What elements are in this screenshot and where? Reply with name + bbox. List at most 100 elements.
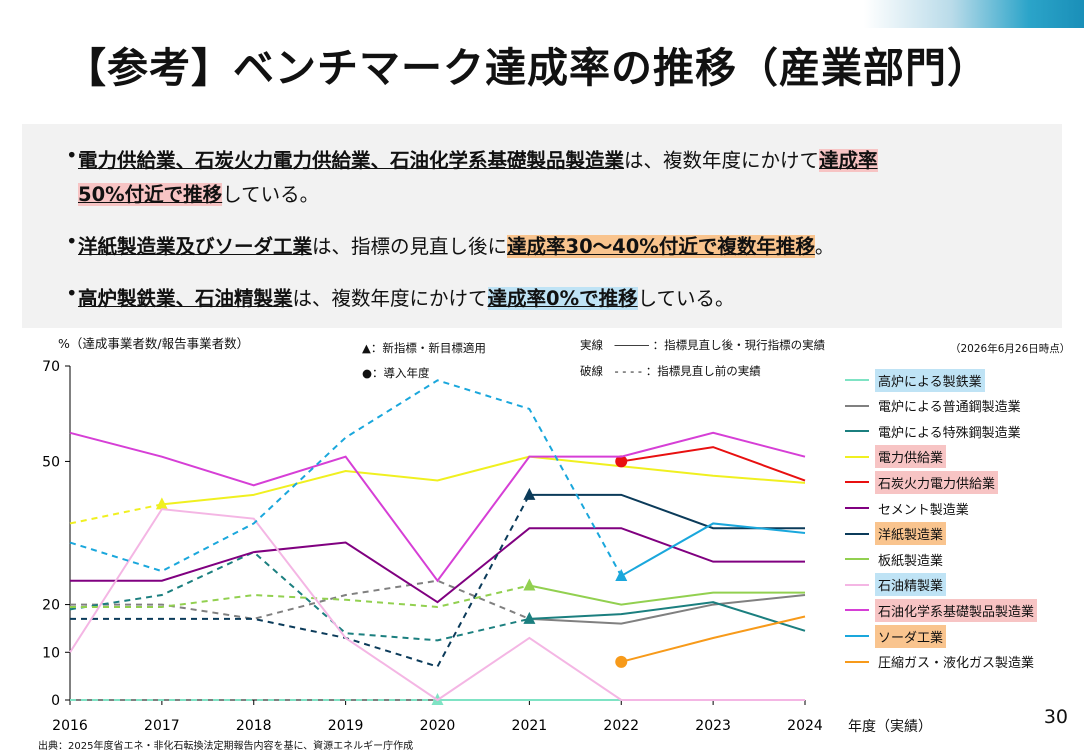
series-8-solid-line bbox=[69, 508, 805, 702]
legend-label: 電炉による特殊鋼製造業 bbox=[878, 425, 1021, 441]
legend-item: 洋紙製造業 bbox=[845, 522, 947, 546]
legend-item: ソーダ工業 bbox=[845, 624, 947, 648]
legend-label: 板紙製造業 bbox=[878, 553, 944, 569]
legend-swatch bbox=[845, 430, 869, 433]
header-decoration bbox=[864, 0, 1084, 28]
bullet-1-text: 電力供給業、石炭火力電力供給業、石油化学系基礎製品製造業は、複数年度にかけて達成… bbox=[78, 144, 878, 173]
x-tick-label: 2019 bbox=[328, 718, 364, 734]
note-solid: 実線 ――― ：指標見直し後・現行指標の実績 bbox=[580, 338, 826, 352]
bullet-1-part-0: 50%付近で推移 bbox=[78, 183, 223, 206]
legend-item: 圧縮ガス・液化ガス製造業 bbox=[845, 651, 1037, 673]
legend-label: セメント製造業 bbox=[878, 502, 969, 518]
legend-label: 石油精製業 bbox=[875, 573, 947, 597]
legend-item: 電炉による普通鋼製造業 bbox=[845, 395, 1024, 417]
legend-item: 高炉による製鉄業 bbox=[845, 368, 985, 392]
series-10-triangle-marker bbox=[615, 568, 628, 581]
legend-label: 石炭火力電力供給業 bbox=[875, 470, 999, 494]
note-intro-year: ●：導入年度 bbox=[362, 366, 430, 380]
summary-box: • 電力供給業、石炭火力電力供給業、石油化学系基礎製品製造業は、複数年度にかけて… bbox=[22, 124, 1062, 328]
legend-item: 板紙製造業 bbox=[845, 548, 946, 570]
legend-item: 石油化学系基礎製品製造業 bbox=[845, 598, 1038, 622]
legend-item: 電炉による特殊鋼製造業 bbox=[845, 420, 1024, 442]
legend-swatch bbox=[845, 583, 869, 586]
bullet-1-part-1: している。 bbox=[222, 183, 320, 206]
series-4-solid-line bbox=[621, 446, 806, 482]
legend-label: 電炉による普通鋼製造業 bbox=[878, 400, 1021, 416]
series-9-solid-line bbox=[69, 431, 806, 583]
bullet-2-part-0: 洋紙製造業及びソーダ工業 bbox=[78, 235, 313, 258]
y-tick-label: 0 bbox=[51, 693, 60, 709]
series-3-dashed-line bbox=[69, 503, 163, 525]
legend-item: 電力供給業 bbox=[845, 445, 947, 469]
legend-label: ソーダ工業 bbox=[875, 624, 947, 648]
bullet-dot: • bbox=[66, 282, 78, 305]
series-7-triangle-marker bbox=[523, 578, 536, 591]
page-title: 【参考】ベンチマーク達成率の推移（産業部門） bbox=[65, 44, 989, 92]
series-2-triangle-marker bbox=[523, 611, 536, 624]
legend-label: 圧縮ガス・液化ガス製造業 bbox=[878, 656, 1035, 672]
legend-swatch bbox=[845, 404, 869, 407]
bullet-3-part-0: 高炉製鉄業、石油精製業 bbox=[78, 287, 293, 310]
as-of-note: （2026年6月26日時点） bbox=[950, 343, 1071, 355]
series-2-solid-line bbox=[529, 601, 806, 632]
bullet-dot: • bbox=[66, 230, 78, 253]
legend-swatch bbox=[845, 660, 869, 663]
legend-swatch bbox=[845, 481, 869, 484]
legend-swatch bbox=[845, 379, 869, 381]
series-10-solid-line bbox=[620, 522, 806, 577]
bullet-0-part-2: 達成率 bbox=[819, 149, 878, 172]
y-tick-label: 10 bbox=[42, 645, 60, 661]
y-tick-label: 50 bbox=[42, 454, 60, 470]
series-10-dashed-line bbox=[69, 379, 623, 577]
series-2-dashed-line bbox=[69, 550, 530, 642]
x-axis-label: 年度（実績） bbox=[848, 719, 932, 735]
bullet-0-part-0: 電力供給業、石炭火力電力供給業、石油化学系基礎製品製造業 bbox=[78, 149, 625, 172]
bullet-2-part-3: 。 bbox=[814, 235, 835, 258]
legend-swatch bbox=[845, 532, 869, 535]
legend-swatch bbox=[845, 455, 869, 458]
legend-label: 石油化学系基礎製品製造業 bbox=[875, 598, 1038, 622]
series-1-dashed-line bbox=[70, 579, 530, 620]
bullet-1-cont-text: 50%付近で推移している。 bbox=[78, 178, 319, 207]
bullet-3-text: 高炉製鉄業、石油精製業は、複数年度にかけて達成率0%で推移している。 bbox=[78, 282, 735, 311]
y-axis-label: %（達成事業者数/報告事業者数） bbox=[58, 336, 250, 351]
bullet-3-part-3: している。 bbox=[637, 287, 735, 310]
x-tick-label: 2023 bbox=[695, 718, 731, 734]
legend-swatch bbox=[845, 609, 869, 612]
x-tick-label: 2022 bbox=[603, 718, 639, 734]
note-new-indicator: ▲：新指標・新目標適用 bbox=[362, 341, 486, 355]
bullet-0-part-1: は、複数年度にかけて bbox=[624, 149, 820, 172]
legend-label: 高炉による製鉄業 bbox=[875, 368, 985, 392]
legend-swatch bbox=[845, 507, 869, 509]
x-tick-label: 2016 bbox=[52, 718, 88, 734]
bullet-3-part-1: は、複数年度にかけて bbox=[292, 287, 488, 310]
bullet-2-part-2: 達成率30～40%付近で複数年推移 bbox=[507, 235, 815, 258]
bullet-2-text: 洋紙製造業及びソーダ工業は、指標の見直し後に達成率30～40%付近で複数年推移。 bbox=[78, 230, 834, 259]
legend-item: セメント製造業 bbox=[845, 497, 972, 519]
series-1-solid-line bbox=[529, 594, 806, 625]
source-note: 出典：2025年度省エネ・非化石転換法定期報告内容を基に、資源エネルギー庁作成 bbox=[38, 741, 414, 752]
series-3-triangle-marker bbox=[155, 497, 168, 510]
page-number: 30 bbox=[1043, 706, 1068, 728]
legend-label: 電力供給業 bbox=[875, 445, 947, 469]
series-6-triangle-marker bbox=[523, 487, 536, 500]
legend-swatch bbox=[845, 635, 869, 637]
series-4-circle-marker bbox=[615, 455, 628, 468]
legend-item: 石炭火力電力供給業 bbox=[845, 470, 999, 494]
legend-item: 石油精製業 bbox=[845, 573, 947, 597]
x-tick-label: 2020 bbox=[420, 718, 456, 734]
series-3-solid-line bbox=[161, 455, 806, 506]
bullet-2-part-1: は、指標の見直し後に bbox=[312, 235, 508, 258]
legend-label: 洋紙製造業 bbox=[875, 522, 947, 546]
x-tick-label: 2024 bbox=[787, 718, 823, 734]
series-6-solid-line bbox=[529, 493, 805, 530]
x-tick-label: 2017 bbox=[144, 718, 180, 734]
y-tick-label: 70 bbox=[42, 359, 60, 375]
y-tick-label: 20 bbox=[42, 598, 60, 614]
bullet-3-part-2: 達成率0%で推移 bbox=[487, 287, 638, 310]
series-7-solid-line bbox=[529, 584, 805, 606]
series-5-solid-line bbox=[70, 527, 805, 604]
series-11-solid-line bbox=[620, 615, 806, 663]
note-dashed: 破線 - - - - ：指標見直し前の実績 bbox=[580, 364, 761, 378]
